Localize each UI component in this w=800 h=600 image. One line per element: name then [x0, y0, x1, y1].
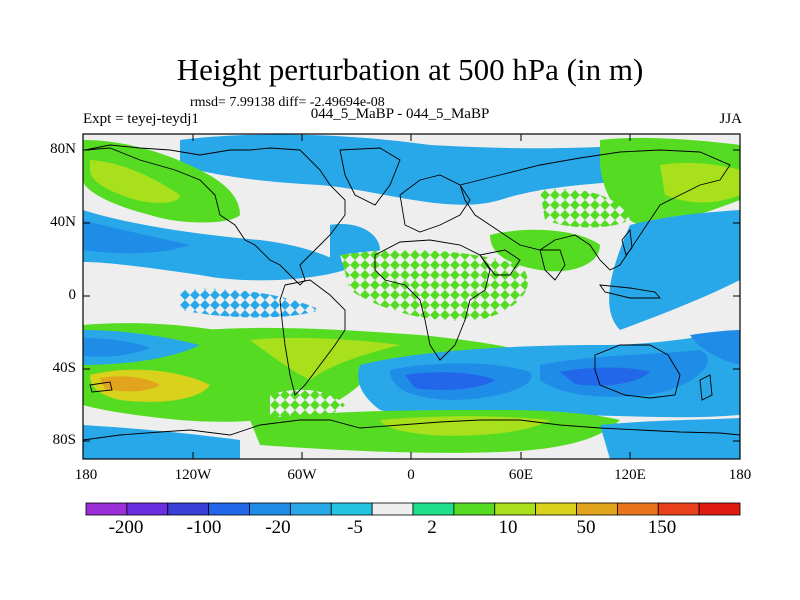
- coastline-indonesia: [599, 284, 661, 299]
- coastline-india: [539, 249, 566, 281]
- region-south-blue-darker-east: [560, 367, 650, 386]
- colorbar: [85, 502, 741, 516]
- y-tick-label: 80N: [50, 141, 76, 157]
- comparison-label: 044_5_MaBP - 044_5_MaBP: [310, 106, 490, 122]
- colorbar-swatch: [126, 502, 169, 516]
- coastline-australia: [594, 344, 681, 399]
- y-tick-label: 40S: [52, 360, 76, 376]
- coastlines: [82, 144, 741, 441]
- region-asia-green: [490, 229, 600, 272]
- region-antarctic-yellow: [380, 416, 550, 436]
- colorbar-swatch: [698, 502, 741, 516]
- colorbar-swatch: [208, 502, 250, 516]
- colorbar-swatch: [494, 502, 537, 516]
- coastline-asia: [459, 149, 731, 271]
- region-south-hatch-west: [270, 389, 345, 421]
- x-tick-label: 0: [407, 467, 415, 483]
- region-south-blue-darker: [405, 372, 495, 390]
- colorbar-swatch: [453, 502, 496, 516]
- colorbar-swatch: [167, 502, 210, 516]
- colorbar-label: 150: [647, 517, 677, 538]
- season-label: JJA: [719, 111, 742, 127]
- axis-ticks: [83, 134, 740, 459]
- y-tick-label: 80S: [52, 432, 76, 448]
- x-tick-label: 60W: [287, 467, 317, 483]
- region-asia-blue: [609, 210, 740, 330]
- coastline-africa: [374, 239, 491, 361]
- coastline-antarctica: [82, 419, 741, 441]
- colorbar-swatch: [249, 502, 291, 516]
- colorbar-label: -200: [108, 517, 144, 538]
- region-south-pacific-blue-far: [690, 330, 740, 365]
- coastline-europe: [399, 174, 471, 233]
- coastline-greenland: [339, 147, 401, 206]
- region-pacific-blue-dark: [83, 220, 190, 254]
- colorbar-label: -5: [347, 517, 363, 538]
- region-northern-blue: [180, 134, 700, 205]
- region-northern-yellow-east: [660, 162, 740, 203]
- y-tick-label: 0: [68, 287, 77, 303]
- x-tick-label: 60E: [508, 467, 534, 483]
- colorbar-label: -20: [265, 517, 291, 538]
- colorbar-label: -100: [186, 517, 222, 538]
- region-northern-green-west: [83, 140, 240, 223]
- colorbar-swatch: [616, 502, 659, 516]
- coastline-island-pacific: [89, 381, 113, 393]
- region-pacific-hatch: [180, 288, 320, 318]
- contour-fields: [83, 134, 740, 459]
- region-africa-green: [340, 249, 528, 321]
- colorbar-swatch: [412, 502, 455, 516]
- colorbar-swatch: [576, 502, 618, 516]
- x-tick-label: 120E: [614, 467, 646, 483]
- coastline-japan: [621, 228, 633, 256]
- colorbar-label: 2: [427, 517, 437, 538]
- colorbar-swatch: [657, 502, 700, 516]
- colorbar-swatch: [330, 502, 373, 516]
- colorbar-label: 50: [576, 517, 596, 538]
- region-northern-yellow-west: [90, 160, 180, 203]
- page-title: Height perturbation at 500 hPa (in m): [176, 52, 644, 87]
- experiment-label: Expt = teyej-teydj1: [83, 111, 199, 127]
- colorbar-swatch: [289, 502, 332, 516]
- region-asia-green-hatch: [540, 188, 630, 228]
- y-tick-label: 40N: [50, 214, 76, 230]
- colorbar-swatch: [85, 502, 128, 516]
- x-tick-label: 180: [74, 467, 98, 483]
- region-south-blue-west-dark: [83, 338, 150, 357]
- colorbar-label: 10: [498, 517, 518, 538]
- region-antarctic-blue: [600, 418, 740, 459]
- x-tick-label: 180: [728, 467, 752, 483]
- colorbar-swatch: [535, 502, 577, 516]
- region-south-orange-west: [100, 376, 160, 392]
- x-tick-label: 120W: [174, 467, 212, 483]
- coastline-new-zealand: [699, 374, 713, 401]
- stats-label: rmsd= 7.99138 diff= -2.49694e-08: [190, 95, 385, 110]
- coastline-north-america: [84, 144, 346, 286]
- colorbar-swatch: [371, 502, 414, 516]
- region-antarctic-blue-west: [83, 425, 240, 459]
- coastline-south-america: [279, 279, 346, 396]
- region-pacific-blue: [83, 210, 350, 281]
- coastline-arabia: [479, 249, 521, 276]
